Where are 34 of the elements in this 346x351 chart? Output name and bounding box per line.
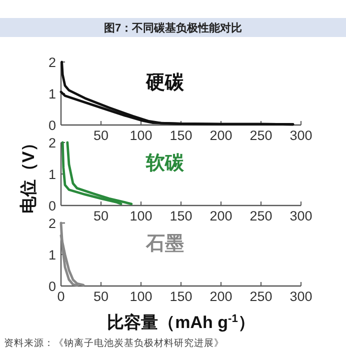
x-tick-label: 250 (250, 128, 272, 143)
x-tick-label: 50 (93, 208, 109, 224)
x-tick-label: 150 (170, 128, 192, 143)
y-tick-label: 2 (48, 216, 56, 231)
chart-title: 图7：不同碳基负极性能对比 (104, 22, 242, 34)
x-tick-label: 300 (290, 208, 312, 224)
y-axis-title: 电位（V） (19, 134, 38, 214)
x-tick-label: 100 (130, 208, 152, 224)
x-tick-label: 250 (250, 208, 272, 224)
annotation: 石墨 (145, 233, 184, 254)
x-tick-label: 100 (130, 289, 152, 304)
text: 资料来源：《钠离子电池炭基负极材料研究进展》 (4, 337, 224, 349)
x-axis-title: 比容量（mAh g$^{-1}$） (107, 313, 255, 332)
y-tick-label: 1 (48, 86, 56, 102)
x-tick-label: 50 (93, 289, 109, 304)
x-tick-label: 200 (210, 128, 232, 143)
x-tick-label: 250 (250, 289, 272, 304)
x-tick-label: 100 (130, 128, 152, 143)
x-tick-label: 50 (93, 128, 109, 143)
y-tick-label: 1 (48, 167, 56, 182)
x-tick-label: 150 (170, 208, 192, 224)
y-tick-label: 2 (48, 55, 56, 70)
y-tick-label: 0 (48, 118, 56, 133)
y-tick-label: 2 (48, 136, 56, 150)
y-tick-label: 0 (48, 279, 56, 294)
annotation: 硬碳 (145, 72, 185, 94)
x-tick-label: 200 (210, 289, 232, 304)
x-tick-label: 150 (170, 289, 192, 304)
y-tick-label: 1 (48, 248, 56, 262)
x-tick-label: 300 (290, 128, 312, 143)
annotation: 软碳 (145, 152, 185, 174)
x-tick-label: 200 (210, 208, 232, 224)
y-tick-label: 0 (48, 198, 56, 214)
x-tick-label: 300 (290, 289, 312, 304)
